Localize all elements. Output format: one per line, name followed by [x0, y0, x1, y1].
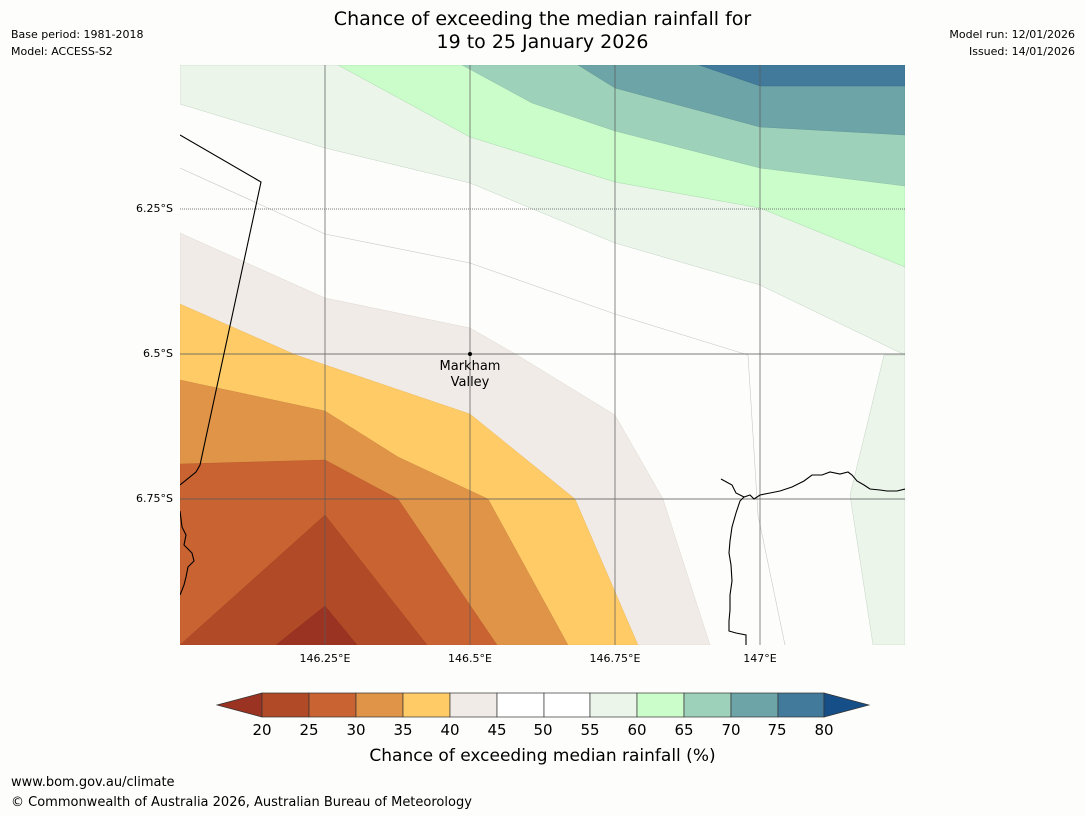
colorbar-tick-25: 25 — [299, 721, 319, 739]
colorbar-tick-55: 55 — [580, 721, 600, 739]
lat-label-6-5: 6.5°S — [143, 347, 173, 360]
wet-contours — [180, 65, 905, 645]
colorbar-seg-40-45 — [449, 692, 498, 718]
colorbar-tick-35: 35 — [393, 721, 413, 739]
map-title: Chance of exceeding the median rainfall … — [0, 8, 1085, 54]
boundaries — [180, 134, 905, 645]
graticule — [180, 65, 905, 645]
colorbar-below-arrow — [215, 692, 263, 718]
colorbar-seg-75-80 — [777, 692, 825, 718]
lon-label-146-25: 146.25°E — [299, 652, 351, 665]
band-below-20 — [275, 605, 358, 645]
markham-valley-marker[interactable] — [468, 352, 472, 356]
colorbar-seg-70-75 — [730, 692, 779, 718]
lon-label-147: 147°E — [743, 652, 777, 665]
colorbar-tick-60: 60 — [627, 721, 647, 739]
colorbar-seg-35-40 — [402, 692, 451, 718]
colorbar-tick-40: 40 — [440, 721, 460, 739]
website-link[interactable]: www.bom.gov.au/climate — [11, 775, 175, 790]
markham-valley-label: Markham Valley — [410, 359, 530, 391]
colorbar-seg-20-25 — [261, 692, 310, 718]
colorbar-seg-30-35 — [355, 692, 404, 718]
colorbar-title: Chance of exceeding median rainfall (%) — [369, 746, 716, 766]
colorbar-seg-45-50 — [496, 692, 545, 718]
band-20-25 — [180, 514, 428, 645]
lon-label-146-5: 146.5°E — [448, 652, 492, 665]
town-name-line-1: Markham — [439, 359, 501, 374]
coastline — [720, 471, 905, 500]
colorbar-seg-55-60 — [589, 692, 638, 718]
band-75-80 — [698, 65, 905, 87]
coastline-south — [728, 496, 747, 645]
model-text: Model: ACCESS-S2 — [11, 45, 113, 58]
colorbar-tick-50: 50 — [533, 721, 553, 739]
province-boundary — [180, 134, 262, 486]
colorbar-above-arrow — [823, 692, 871, 718]
rainfall-map[interactable] — [180, 65, 905, 645]
model-run-text: Model run: 12/01/2026 — [949, 28, 1075, 41]
title-line-1: Chance of exceeding the median rainfall … — [333, 8, 752, 30]
west-border-line — [180, 510, 195, 596]
colorbar-tick-65: 65 — [674, 721, 694, 739]
band-55-60 — [180, 65, 905, 645]
dry-contours — [180, 232, 711, 645]
issued-text: Issued: 14/01/2026 — [968, 45, 1075, 58]
lat-label-6-75: 6.75°S — [136, 492, 173, 505]
colorbar-tick-70: 70 — [721, 721, 741, 739]
colorbar-tick-75: 75 — [767, 721, 787, 739]
colorbar-seg-25-30 — [308, 692, 357, 718]
lon-label-146-75: 146.75°E — [589, 652, 641, 665]
colorbar — [215, 692, 871, 718]
colorbar-seg-65-70 — [683, 692, 732, 718]
colorbar-seg-50-55 — [543, 692, 591, 718]
colorbar-tick-45: 45 — [487, 721, 507, 739]
colorbar-seg-60-65 — [636, 692, 685, 718]
colorbar-tick-80: 80 — [814, 721, 834, 739]
town-name-line-2: Valley — [450, 375, 490, 390]
colorbar-tick-30: 30 — [346, 721, 366, 739]
colorbar-tick-20: 20 — [252, 721, 272, 739]
base-period-text: Base period: 1981-2018 — [11, 28, 144, 41]
title-line-2: 19 to 25 January 2026 — [436, 31, 649, 53]
lat-label-6-25: 6.25°S — [136, 202, 173, 215]
copyright-text: © Commonwealth of Australia 2026, Austra… — [11, 795, 472, 810]
